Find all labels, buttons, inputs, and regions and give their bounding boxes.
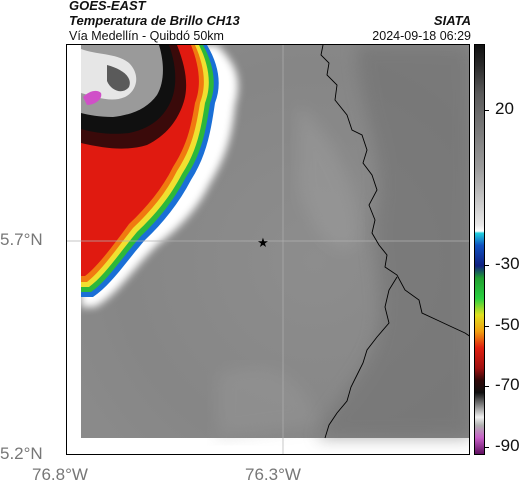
lon-tick-76-3: 76.3°W [245,465,301,484]
dark-terrain [317,45,469,438]
colorbar-label: -90 [495,436,520,455]
header: GOES-EAST Temperatura de Brillo CH13 Vía… [0,0,526,44]
cold-core-darkgray [107,65,130,92]
map-canvas: ★ [67,45,469,454]
colorbar-label: -70 [495,375,520,394]
colorbar-label: -30 [495,254,520,273]
agency-label: SIATA [433,13,471,28]
route-subtitle: Vía Medellín - Quibdó 50km [69,29,224,43]
light-patch [297,105,359,251]
lat-tick-5-7: 5.7°N [0,230,43,249]
colorbar-label: -50 [495,315,520,334]
colorbar [474,44,485,455]
colorbar-tick [485,386,489,387]
lon-tick-76-8: 76.8°W [32,465,88,484]
datetime-label: 2024-09-18 06:29 [372,29,471,43]
satellite-title: GOES-EAST [69,0,146,13]
colorbar-tick [485,265,489,266]
lat-tick-5-2: 5.2°N [0,444,43,463]
coldest-spot-magenta [83,90,102,105]
satellite-map: ★ [66,44,470,455]
light-patch [217,367,317,438]
colorbar-tick [485,110,489,111]
colorbar-tick [485,326,489,327]
product-title: Temperatura de Brillo CH13 [69,13,240,28]
admin-border [320,45,469,337]
admin-border [324,276,398,439]
colorbar-gradient [475,45,484,454]
colorbar-tick [485,447,489,448]
star-marker: ★ [257,235,269,250]
colorbar-label: 20 [495,99,514,118]
